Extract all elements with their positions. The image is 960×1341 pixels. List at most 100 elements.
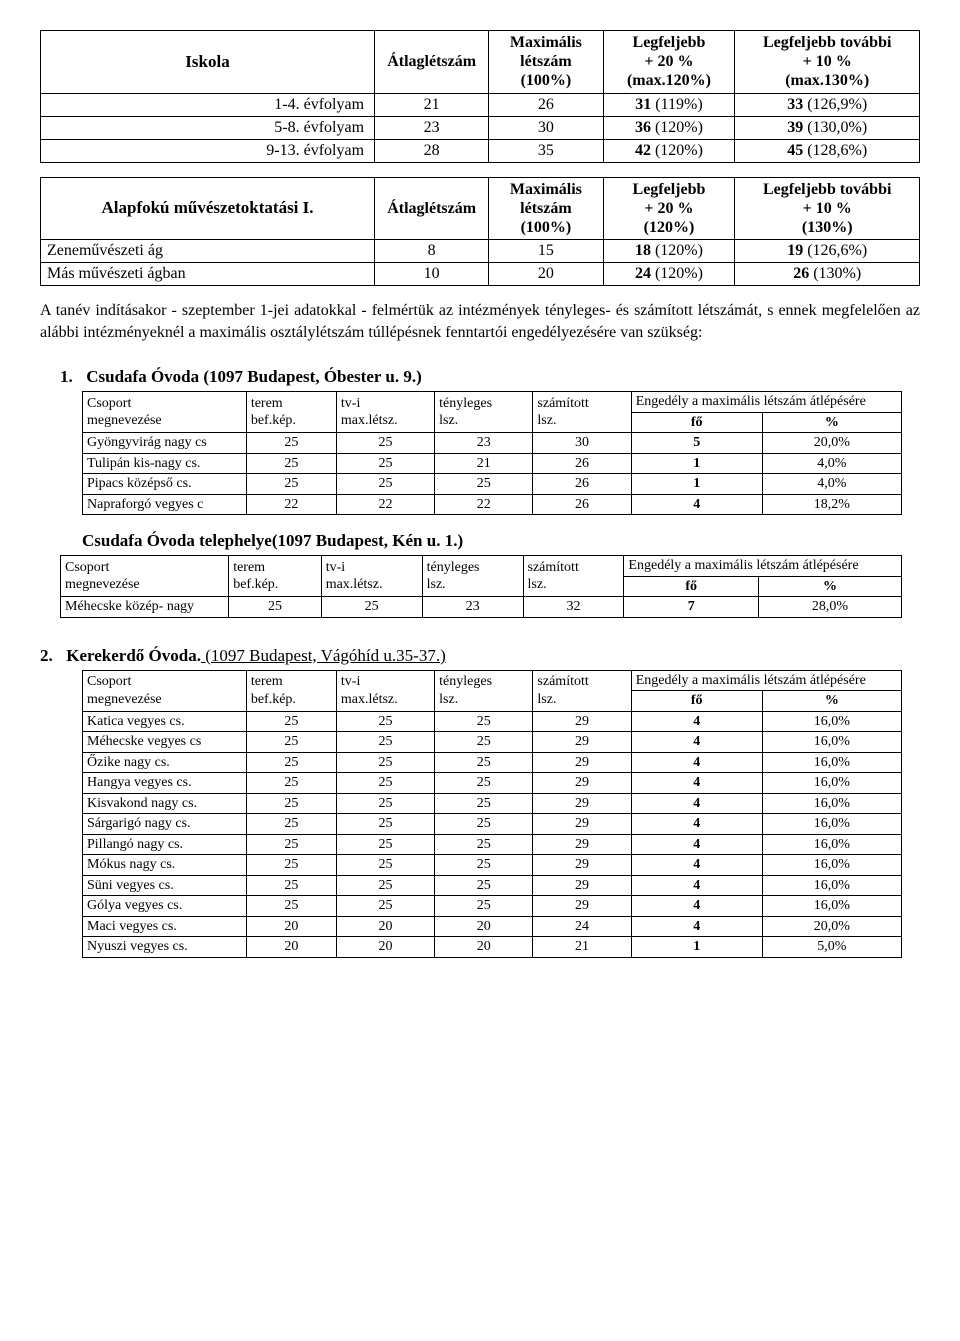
cell-tvi: 25: [336, 453, 434, 474]
col-fo: fő: [631, 412, 762, 433]
cell-tvi: 20: [336, 916, 434, 937]
table-row: Pipacs középső cs.2525252614,0%: [83, 474, 902, 495]
table-row: Gyöngyvirág nagy cs25252330520,0%: [83, 433, 902, 454]
cell-terem: 25: [246, 834, 336, 855]
cell-tenyleges: 21: [435, 453, 533, 474]
cell-group: Nyuszi vegyes cs.: [83, 937, 247, 958]
h: lsz.: [427, 577, 446, 592]
table-row: Más művészeti ágban102024 (120%)26 (130%…: [41, 263, 920, 286]
cell-tvi: 25: [336, 711, 434, 732]
cell-b: 15: [489, 240, 603, 263]
cell-tvi: 25: [336, 793, 434, 814]
cell-terem: 25: [246, 752, 336, 773]
table-row: 9-13. évfolyam283542 (120%)45 (128,6%): [41, 139, 920, 162]
cell-c: 24 (120%): [603, 263, 735, 286]
col-max: Maximális létszám (100%): [489, 177, 603, 240]
cell-terem: 25: [246, 474, 336, 495]
h: + 10 %: [803, 200, 852, 217]
cell-tenyleges: 25: [435, 752, 533, 773]
cell-terem: 25: [246, 711, 336, 732]
cell-group: Sárgarigó nagy cs.: [83, 814, 247, 835]
cell-szamitott: 26: [533, 494, 631, 515]
h: létszám: [520, 53, 572, 70]
cell-tvi: 25: [336, 474, 434, 495]
cell-szamitott: 29: [533, 793, 631, 814]
cell-fo: 4: [631, 814, 762, 835]
h: (max.120%): [627, 72, 711, 89]
row-label: Más művészeti ágban: [41, 263, 375, 286]
cell-fo: 4: [631, 896, 762, 917]
cell-group: Mókus nagy cs.: [83, 855, 247, 876]
cell-pct: 16,0%: [762, 814, 901, 835]
h: + 10 %: [803, 53, 852, 70]
cell-tenyleges: 25: [435, 814, 533, 835]
cell-terem: 25: [246, 814, 336, 835]
h: + 20 %: [644, 53, 693, 70]
cell-pct: 16,0%: [762, 875, 901, 896]
h: Csoport: [87, 396, 131, 411]
cell-tvi: 25: [336, 752, 434, 773]
cell-c: 42 (120%): [603, 139, 735, 162]
col-csoport: Csoport megnevezése: [61, 556, 229, 597]
h: Legfeljebb: [633, 181, 706, 198]
h: max.létsz.: [341, 413, 398, 428]
h: megnevezése: [65, 577, 140, 592]
cell-terem: 25: [246, 453, 336, 474]
col-plus20: Legfeljebb + 20 % (max.120%): [603, 31, 735, 94]
csudafa-table: Csoport megnevezése terem bef.kép. tv-i …: [82, 391, 902, 515]
cell-group: Hangya vegyes cs.: [83, 773, 247, 794]
cell-pct: 16,0%: [762, 793, 901, 814]
h: (120%): [644, 219, 695, 236]
table-row: Zeneművészeti ág81518 (120%)19 (126,6%): [41, 240, 920, 263]
cell-group: Gyöngyvirág nagy cs: [83, 433, 247, 454]
col-tvi: tv-i max.létsz.: [321, 556, 422, 597]
iskola-table: Iskola Átlaglétszám Maximális létszám (1…: [40, 30, 920, 163]
cell-pct: 5,0%: [762, 937, 901, 958]
cell-terem: 22: [246, 494, 336, 515]
h: bef.kép.: [233, 577, 278, 592]
h: Csoport: [87, 674, 131, 689]
h: (100%): [521, 72, 572, 89]
col-atlagletszam: Átlaglétszám: [375, 31, 489, 94]
col-plus10: Legfeljebb további + 10 % (max.130%): [735, 31, 920, 94]
cell-fo: 4: [631, 793, 762, 814]
col-pct: %: [758, 576, 901, 597]
cell-terem: 25: [246, 433, 336, 454]
table-row: 1-4. évfolyam212631 (119%)33 (126,9%): [41, 93, 920, 116]
col-tvi: tv-i max.létsz.: [336, 670, 434, 711]
cell-d: 33 (126,9%): [735, 93, 920, 116]
cell-pct: 20,0%: [762, 916, 901, 937]
section2-title: 2. Kerekerdő Óvoda. (1097 Budapest, Vágó…: [40, 646, 920, 666]
section2-address: (1097 Budapest, Vágóhíd u.35-37.): [201, 646, 446, 665]
cell-tvi: 25: [336, 773, 434, 794]
table-row: Méhecske közép- nagy25252332728,0%: [61, 597, 902, 618]
row-label: 1-4. évfolyam: [41, 93, 375, 116]
table-row: Gólya vegyes cs.25252529416,0%: [83, 896, 902, 917]
col-tenyleges: tényleges lsz.: [435, 392, 533, 433]
cell-a: 10: [375, 263, 489, 286]
table-row: Hangya vegyes cs.25252529416,0%: [83, 773, 902, 794]
col-fo: fő: [624, 576, 759, 597]
cell-group: Napraforgó vegyes c: [83, 494, 247, 515]
cell-szamitott: 24: [533, 916, 631, 937]
col-tvi: tv-i max.létsz.: [336, 392, 434, 433]
cell-szamitott: 29: [533, 732, 631, 753]
cell-pct: 18,2%: [762, 494, 901, 515]
cell-group: Pipacs középső cs.: [83, 474, 247, 495]
col-terem: terem bef.kép.: [246, 670, 336, 711]
cell-a: 8: [375, 240, 489, 263]
cell-group: Gólya vegyes cs.: [83, 896, 247, 917]
table-row: Katica vegyes cs.25252529416,0%: [83, 711, 902, 732]
cell-tenyleges: 25: [435, 855, 533, 876]
cell-fo: 4: [631, 834, 762, 855]
cell-tenyleges: 25: [435, 474, 533, 495]
h: Maximális: [510, 34, 582, 51]
cell-tvi: 25: [336, 834, 434, 855]
h: Maximális: [510, 181, 582, 198]
col-engedely: Engedély a maximális létszám átlépésére: [624, 556, 902, 577]
table-header-row: Iskola Átlaglétszám Maximális létszám (1…: [41, 31, 920, 94]
cell-pct: 16,0%: [762, 711, 901, 732]
cell-b: 35: [489, 139, 603, 162]
h: számított: [528, 560, 579, 575]
cell-terem: 20: [246, 916, 336, 937]
